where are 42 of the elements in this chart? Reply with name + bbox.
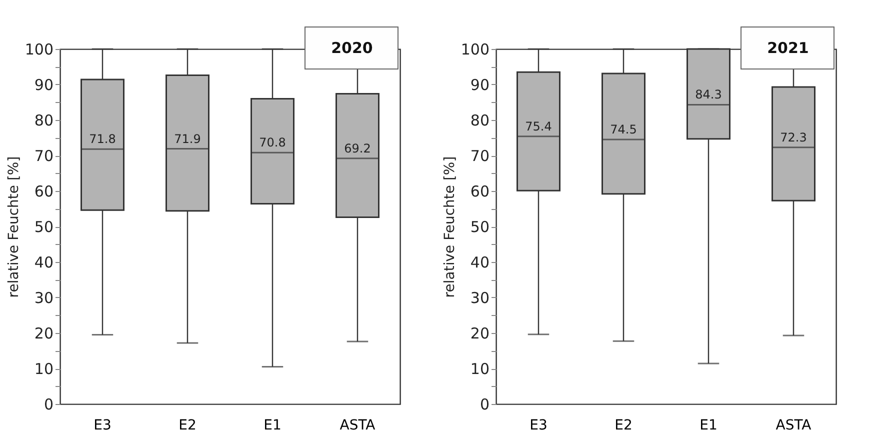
- y-tick-label: 90: [470, 76, 490, 94]
- y-tick-label: 90: [34, 76, 54, 94]
- annotation: 71.8: [89, 132, 116, 146]
- x-tick-label: ASTA: [776, 418, 812, 431]
- annotation: 75.4: [525, 119, 552, 134]
- y-axis-title: relative Feuchte [%]: [442, 156, 458, 298]
- y-tick-label: 50: [34, 218, 54, 236]
- x-tick-label: ASTA: [340, 418, 376, 431]
- y-tick-label: 20: [34, 324, 54, 342]
- y-tick-label: 70: [470, 147, 490, 165]
- y-tick-label: 40: [34, 254, 54, 272]
- x-tick-label: E3: [530, 418, 548, 431]
- y-tick-label: 100: [460, 40, 490, 58]
- y-tick-label: 20: [470, 324, 490, 342]
- y-tick-label: 80: [34, 112, 54, 130]
- y-tick-label: 100: [24, 40, 54, 58]
- annotation: 74.5: [610, 122, 637, 137]
- x-tick-label: E1: [700, 418, 718, 431]
- annotation: 84.3: [695, 88, 722, 102]
- x-tick-label: E3: [94, 418, 112, 431]
- y-tick-label: 60: [470, 182, 490, 200]
- y-tick-label: 80: [470, 112, 490, 130]
- annotation: 69.2: [344, 141, 371, 156]
- chart-title: 2021: [767, 39, 809, 57]
- y-tick-label: 70: [34, 147, 54, 165]
- annotation: 70.8: [259, 136, 286, 150]
- x-tick-label: E2: [614, 418, 632, 431]
- x-tick-label: E2: [178, 418, 196, 431]
- y-tick-label: 10: [34, 360, 54, 378]
- y-axis-title: relative Feuchte [%]: [6, 156, 22, 298]
- y-tick-label: 30: [470, 289, 490, 307]
- annotation: 72.3: [780, 130, 807, 144]
- chart-title: 2020: [331, 39, 373, 57]
- x-tick-label: E1: [264, 418, 282, 431]
- y-tick-label: 10: [470, 360, 490, 378]
- y-tick-label: 50: [470, 218, 490, 236]
- y-tick-label: 60: [34, 182, 54, 200]
- y-tick-label: 0: [480, 396, 490, 414]
- y-tick-label: 0: [44, 396, 54, 414]
- y-tick-label: 40: [470, 254, 490, 272]
- y-tick-label: 30: [34, 289, 54, 307]
- annotation: 71.9: [174, 132, 201, 146]
